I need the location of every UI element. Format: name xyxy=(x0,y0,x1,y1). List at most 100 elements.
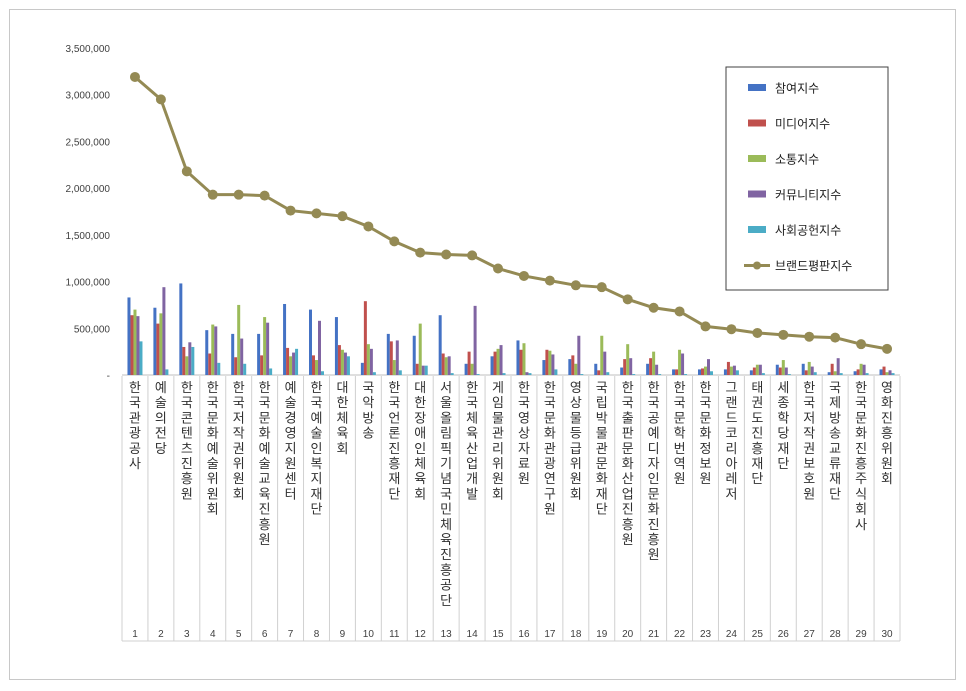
x-rank-label: 28 xyxy=(830,629,842,640)
bar-1 xyxy=(672,369,676,375)
bar-2 xyxy=(778,367,782,375)
bar-5 xyxy=(865,373,869,375)
y-tick-label: 3,000,000 xyxy=(66,91,111,102)
bar-5 xyxy=(554,369,558,375)
bar-3 xyxy=(418,323,422,375)
brand-point xyxy=(648,302,659,313)
x-rank-label: 20 xyxy=(622,629,634,640)
bar-1 xyxy=(438,315,442,375)
bar-2 xyxy=(389,341,393,375)
x-rank-label: 26 xyxy=(778,629,790,640)
bar-2 xyxy=(415,363,419,375)
bar-5 xyxy=(476,374,480,375)
bar-4 xyxy=(629,358,633,375)
y-tick-label: 1,500,000 xyxy=(66,231,111,242)
bar-2 xyxy=(156,323,160,375)
legend-marker xyxy=(753,261,761,270)
bar-5 xyxy=(372,372,376,375)
brand-point xyxy=(674,306,685,317)
bar-5 xyxy=(243,363,247,375)
bar-3 xyxy=(626,344,630,375)
bar-2 xyxy=(467,351,471,375)
x-rank-label: 13 xyxy=(441,629,453,640)
bar-3 xyxy=(729,366,733,375)
bar-1 xyxy=(360,362,364,375)
brand-point xyxy=(181,166,192,177)
bar-2 xyxy=(623,359,627,375)
bar-1 xyxy=(127,297,131,375)
x-rank-label: 7 xyxy=(288,629,294,640)
x-rank-label: 15 xyxy=(492,629,504,640)
brand-point xyxy=(415,247,426,258)
x-rank-label: 14 xyxy=(467,629,479,640)
brand-point xyxy=(700,321,711,332)
brand-point xyxy=(285,205,296,216)
bar-1 xyxy=(568,359,572,375)
brand-point xyxy=(544,275,555,286)
brand-point xyxy=(726,324,737,335)
bar-4 xyxy=(395,340,399,375)
bar-5 xyxy=(269,368,273,375)
bar-3 xyxy=(159,313,163,375)
brand-point xyxy=(804,331,815,342)
bar-3 xyxy=(885,372,889,375)
bar-1 xyxy=(205,330,209,375)
bar-3 xyxy=(496,348,500,375)
x-rank-label: 25 xyxy=(752,629,764,640)
bar-4 xyxy=(603,351,607,375)
brand-point xyxy=(752,327,763,338)
bar-3 xyxy=(652,351,656,375)
bar-4 xyxy=(318,320,321,375)
bar-1 xyxy=(827,372,831,375)
bar-3 xyxy=(704,366,707,375)
bar-5 xyxy=(321,371,324,375)
brand-point xyxy=(441,249,452,260)
x-rank-label: 27 xyxy=(804,629,816,640)
bar-1 xyxy=(153,307,157,375)
bar-3 xyxy=(678,349,682,375)
bar-4 xyxy=(240,338,244,375)
bar-1 xyxy=(646,363,650,375)
bar-3 xyxy=(859,363,863,375)
bar-2 xyxy=(363,301,367,375)
bar-5 xyxy=(528,373,532,375)
bar-2 xyxy=(260,355,264,375)
x-axis-categories: 한 국 관 광 공 사 1 예 술 의 전 당 2 한 국 콘 텐 츠 진 흥 원 3 한 국 문 화 예 술 위 원 회 4 한 국 저 작 권 위 원 회… xyxy=(121,376,901,642)
brand-point xyxy=(363,221,374,232)
x-rank-label: 12 xyxy=(415,629,427,640)
bar-3 xyxy=(470,363,474,375)
bar-1 xyxy=(620,367,624,375)
bar-4 xyxy=(707,359,710,375)
legend-swatch xyxy=(748,119,766,127)
x-rank-label: 6 xyxy=(262,629,268,640)
bar-4 xyxy=(525,372,529,375)
x-rank-label: 29 xyxy=(856,629,868,640)
x-rank-label: 22 xyxy=(674,629,686,640)
legend-label: 소통지수 xyxy=(775,153,819,167)
bar-1 xyxy=(698,369,701,375)
bar-5 xyxy=(165,369,169,375)
bar-2 xyxy=(312,355,315,375)
bar-1 xyxy=(801,363,805,375)
bar-4 xyxy=(810,366,814,375)
brand-point xyxy=(467,250,478,261)
x-rank-label: 10 xyxy=(363,629,375,640)
bar-4 xyxy=(577,335,581,375)
bar-2 xyxy=(830,363,834,375)
bar-2 xyxy=(545,349,549,375)
bar-2 xyxy=(675,369,679,375)
brand-point xyxy=(259,190,270,201)
